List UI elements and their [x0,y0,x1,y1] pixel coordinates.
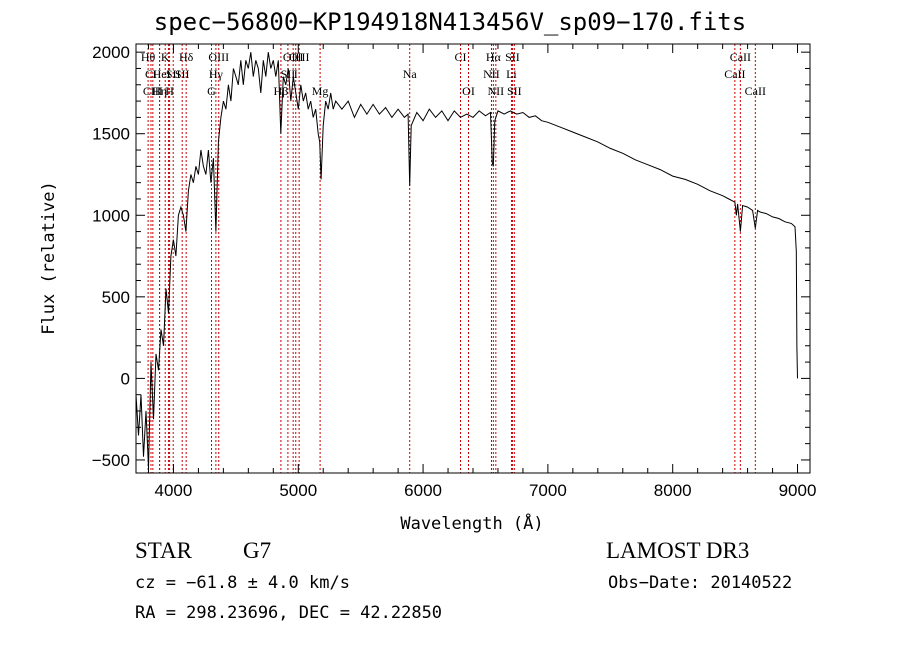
observation-date: Obs−Date: 20140522 [608,573,793,593]
redshift-velocity: cz = −61.8 ± 4.0 km/s [135,573,350,593]
spectral-line-label: Hθ [141,50,156,64]
spectral-line-label: SII [507,84,522,98]
object-class: STAR [135,538,192,563]
spectral-line-label: Hγ [209,67,224,81]
spectral-line-label: SII [505,50,520,64]
sky-coordinates: RA = 298.23696, DEC = 42.22850 [135,603,443,623]
spectral-line-label: OIII [208,50,229,64]
spectral-line-label: Hη [152,84,167,98]
object-subclass: G7 [243,538,272,563]
x-tick-label: 6000 [404,481,442,500]
x-tick-label: 8000 [654,481,692,500]
spectral-line-label: Hβ [274,84,289,98]
spectral-line-label: CIII [143,84,163,98]
spectral-line-label: CaII [724,67,745,81]
survey-name: LAMOST DR3 [606,538,750,563]
x-tick-label: 9000 [779,481,817,500]
x-tick-label: 7000 [529,481,567,500]
chart-title: spec−56800−KP194918N413456V_sp09−170.fit… [153,8,747,36]
spectral-line-label: OI [462,84,475,98]
spectral-line-label: He [153,67,167,81]
spectrum-line [135,52,798,469]
spectral-line-label: I [166,67,170,81]
spectral-line-label: CI [455,50,467,64]
x-axis-label: Wavelength (Å) [400,512,543,534]
spectral-line-label: OIII [289,50,310,64]
spectral-line-label: NII [488,84,505,98]
spectral-line-label: Hδ [179,50,194,64]
plot-frame [135,43,811,474]
spectral-line-label: K [161,50,170,64]
y-tick-label: 500 [102,288,130,307]
spectral-line-label: SII [166,67,181,81]
spectral-line-label: Hα [486,50,502,64]
spectral-line-label: Na [403,67,418,81]
spectral-line-label: G [207,84,216,98]
y-tick-label: 1000 [92,206,130,225]
y-tick-label: 2000 [92,43,130,62]
y-axis-label: Flux (relative) [39,181,59,335]
y-tick-label: −500 [92,451,130,470]
spectral-line-label: OIII [283,50,304,64]
y-tick-label: 1500 [92,125,130,144]
spectral-line-label: SII [175,67,190,81]
spectral-line-label: CaII [730,50,751,64]
x-tick-label: 5000 [279,481,317,500]
spectral-line-label: NII [483,67,500,81]
spectral-line-label: H [165,84,174,98]
spectral-line-label: Li [506,67,517,81]
y-tick-label: 0 [121,369,130,388]
spectral-line-label: I [294,67,298,81]
spectral-line-label: CaII [745,84,766,98]
spectral-line-label: CI [145,67,157,81]
spectral-line-label: Mg [312,84,329,98]
x-tick-label: 4000 [155,481,193,500]
